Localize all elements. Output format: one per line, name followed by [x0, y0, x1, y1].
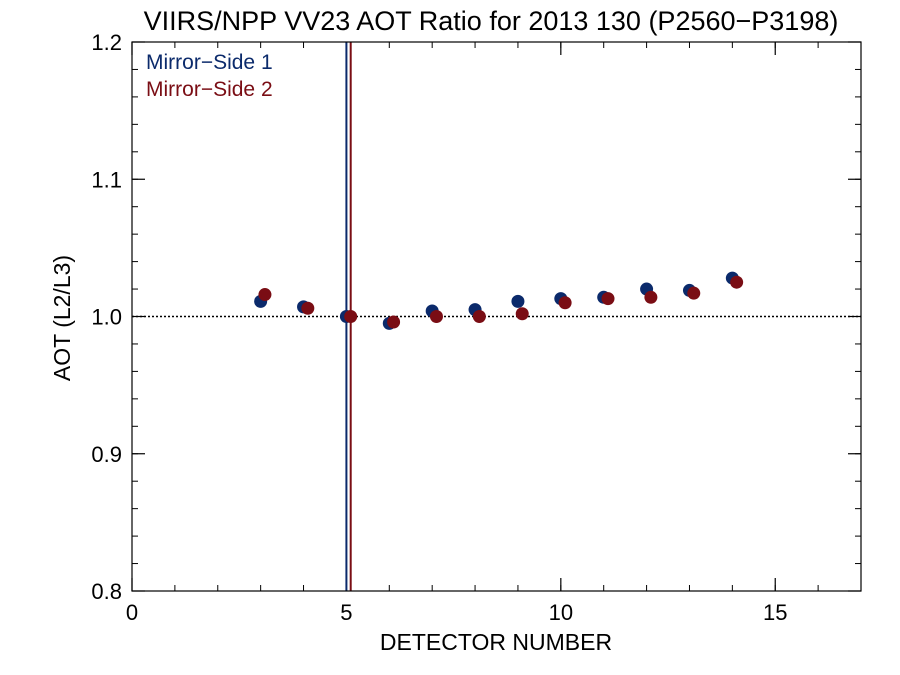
y-tick-label: 1.1	[91, 167, 122, 192]
point-series-2	[301, 301, 315, 315]
x-tick-label: 0	[126, 600, 138, 625]
legend-label-series-1: Mirror−Side 1	[146, 51, 273, 74]
x-tick-label: 15	[763, 600, 787, 625]
tick-labels: 0 5 10 15 0.8 0.9 1.0 1.1 1.2	[91, 30, 787, 625]
y-tick-label: 1.0	[91, 305, 122, 330]
point-series-2	[258, 288, 272, 302]
point-series-2	[515, 307, 529, 321]
point-series-2	[558, 296, 572, 310]
y-tick-label: 0.8	[91, 579, 122, 604]
x-tick-label: 5	[340, 600, 352, 625]
legend-label-series-2: Mirror−Side 2	[146, 78, 273, 101]
point-series-2	[472, 310, 486, 323]
y-tick-label: 1.2	[91, 30, 122, 55]
point-series-2	[687, 286, 701, 300]
data-points	[254, 271, 744, 330]
x-axis-label: DETECTOR NUMBER	[380, 629, 612, 655]
chart-title: VIIRS/NPP VV23 AOT Ratio for 2013 130 (P…	[144, 6, 839, 36]
y-axis-label: AOT (L2/L3)	[49, 255, 75, 381]
point-series-2	[730, 275, 744, 289]
point-series-1	[511, 294, 525, 308]
x-tick-label: 10	[549, 600, 573, 625]
point-series-2	[387, 315, 401, 329]
point-series-2	[644, 290, 658, 304]
point-series-2	[344, 310, 358, 323]
legend: Mirror−Side 1 Mirror−Side 2	[146, 51, 273, 101]
point-series-2	[429, 310, 443, 323]
plot-frame	[131, 41, 862, 592]
y-tick-label: 0.9	[91, 442, 122, 467]
point-series-2	[601, 292, 615, 306]
